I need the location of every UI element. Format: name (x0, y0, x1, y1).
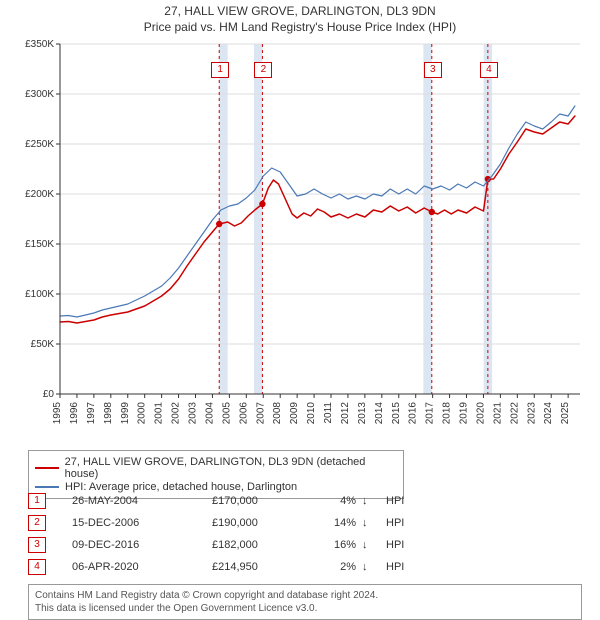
svg-text:£150K: £150K (25, 239, 54, 250)
svg-text:2009: 2009 (289, 402, 300, 425)
svg-text:2023: 2023 (526, 402, 537, 425)
svg-text:2000: 2000 (137, 402, 148, 425)
svg-text:2002: 2002 (171, 402, 182, 425)
svg-text:2012: 2012 (340, 402, 351, 425)
license-line-1: Contains HM Land Registry data © Crown c… (35, 589, 575, 602)
svg-text:2018: 2018 (442, 402, 453, 425)
svg-text:£350K: £350K (25, 39, 54, 50)
down-arrow-icon: ↓ (356, 561, 386, 573)
svg-text:2025: 2025 (560, 402, 571, 425)
svg-text:£50K: £50K (31, 339, 55, 350)
transaction-row: 3 09-DEC-2016£182,00016%↓HPI (28, 534, 426, 556)
license-line-2: This data is licensed under the Open Gov… (35, 602, 575, 615)
down-arrow-icon: ↓ (356, 517, 386, 529)
svg-text:£250K: £250K (25, 139, 54, 150)
transactions-table: 126-MAY-2004£170,0004%↓HPI215-DEC-2006£1… (28, 490, 426, 578)
svg-text:2005: 2005 (221, 402, 232, 425)
legend-item: 27, HALL VIEW GROVE, DARLINGTON, DL3 9DN… (35, 456, 397, 480)
transaction-price: £170,000 (212, 495, 316, 507)
license-footer: Contains HM Land Registry data © Crown c… (28, 584, 582, 620)
transaction-date: 26-MAY-2004 (72, 495, 212, 507)
transaction-marker: 2 (28, 515, 46, 531)
svg-text:2021: 2021 (492, 402, 503, 425)
transaction-price: £182,000 (212, 539, 316, 551)
svg-text:1999: 1999 (120, 402, 131, 425)
transaction-price: £190,000 (212, 517, 316, 529)
legend-label: 27, HALL VIEW GROVE, DARLINGTON, DL3 9DN… (65, 456, 397, 480)
svg-text:£0: £0 (43, 389, 55, 400)
transaction-hpi-label: HPI (386, 495, 426, 507)
svg-text:2004: 2004 (204, 402, 215, 425)
svg-text:£200K: £200K (25, 189, 54, 200)
transaction-pct: 4% (316, 495, 356, 507)
svg-text:2017: 2017 (425, 402, 436, 425)
transaction-date: 09-DEC-2016 (72, 539, 212, 551)
transaction-pct: 2% (316, 561, 356, 573)
svg-text:2006: 2006 (238, 402, 249, 425)
transaction-row: 4 06-APR-2020£214,9502%↓HPI (28, 556, 426, 578)
transaction-row: 1 26-MAY-2004£170,0004%↓HPI (28, 490, 426, 512)
svg-text:£100K: £100K (25, 289, 54, 300)
transaction-pct: 14% (316, 517, 356, 529)
svg-text:2022: 2022 (509, 402, 520, 425)
svg-text:2015: 2015 (391, 402, 402, 425)
transaction-marker: 3 (28, 537, 46, 553)
transaction-date: 15-DEC-2006 (72, 517, 212, 529)
legend-swatch (35, 486, 59, 488)
svg-text:2014: 2014 (374, 402, 385, 425)
transaction-hpi-label: HPI (386, 539, 426, 551)
svg-text:1996: 1996 (69, 402, 80, 425)
transaction-pct: 16% (316, 539, 356, 551)
transaction-row: 2 15-DEC-2006£190,00014%↓HPI (28, 512, 426, 534)
svg-text:2007: 2007 (255, 402, 266, 425)
svg-text:2024: 2024 (543, 402, 554, 425)
svg-text:2001: 2001 (154, 402, 165, 425)
transaction-marker: 4 (28, 559, 46, 575)
svg-text:1997: 1997 (86, 402, 97, 425)
svg-text:2013: 2013 (357, 402, 368, 425)
svg-text:2008: 2008 (272, 402, 283, 425)
transaction-date: 06-APR-2020 (72, 561, 212, 573)
svg-text:2003: 2003 (188, 402, 199, 425)
price-chart: £0 £50K £100K £150K £200K £250K £300K £350K 1995… (0, 0, 600, 444)
transaction-price: £214,950 (212, 561, 316, 573)
transaction-hpi-label: HPI (386, 561, 426, 573)
down-arrow-icon: ↓ (356, 495, 386, 507)
svg-text:2011: 2011 (323, 402, 334, 424)
transaction-marker: 1 (28, 493, 46, 509)
svg-text:1998: 1998 (103, 402, 114, 425)
legend-swatch (35, 467, 59, 469)
transaction-hpi-label: HPI (386, 517, 426, 529)
svg-text:2016: 2016 (408, 402, 419, 425)
svg-text:2019: 2019 (459, 402, 470, 425)
down-arrow-icon: ↓ (356, 539, 386, 551)
svg-text:2020: 2020 (475, 402, 486, 425)
svg-text:2010: 2010 (306, 402, 317, 425)
svg-text:£300K: £300K (25, 89, 54, 100)
svg-text:1995: 1995 (52, 402, 63, 425)
